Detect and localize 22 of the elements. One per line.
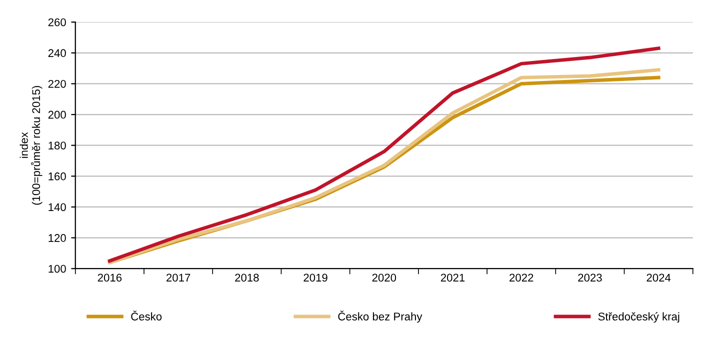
- x-tick-label: 2020: [372, 274, 396, 282]
- y-tick-label: 140: [48, 203, 66, 212]
- x-tick-label: 2017: [166, 274, 190, 282]
- y-tick-label: 240: [48, 49, 66, 58]
- x-tick-label: 2016: [98, 274, 122, 282]
- y-tick-label: 100: [48, 264, 66, 273]
- x-tick-label: 2024: [646, 274, 671, 282]
- x-tick-label: 2019: [304, 274, 328, 282]
- y-tick-label: 220: [48, 80, 66, 88]
- y-tick-label: 180: [48, 142, 66, 150]
- x-tick-label: 2018: [235, 274, 259, 282]
- legend-label: Středočeský kraj: [598, 312, 680, 323]
- legend-label: Česko bez Prahy: [338, 310, 422, 323]
- y-tick-label: 260: [48, 18, 66, 26]
- x-tick-label: 2021: [440, 274, 465, 282]
- y-tick-label: 160: [48, 172, 66, 180]
- y-tick-label: 120: [48, 234, 66, 242]
- y-axis-title: index (100=průměr roku 2015): [20, 86, 42, 205]
- legend-label: Česko: [131, 310, 162, 320]
- x-tick-label: 2023: [578, 274, 602, 282]
- y-tick-label: 200: [48, 110, 66, 119]
- x-tick-label: 2022: [510, 274, 534, 282]
